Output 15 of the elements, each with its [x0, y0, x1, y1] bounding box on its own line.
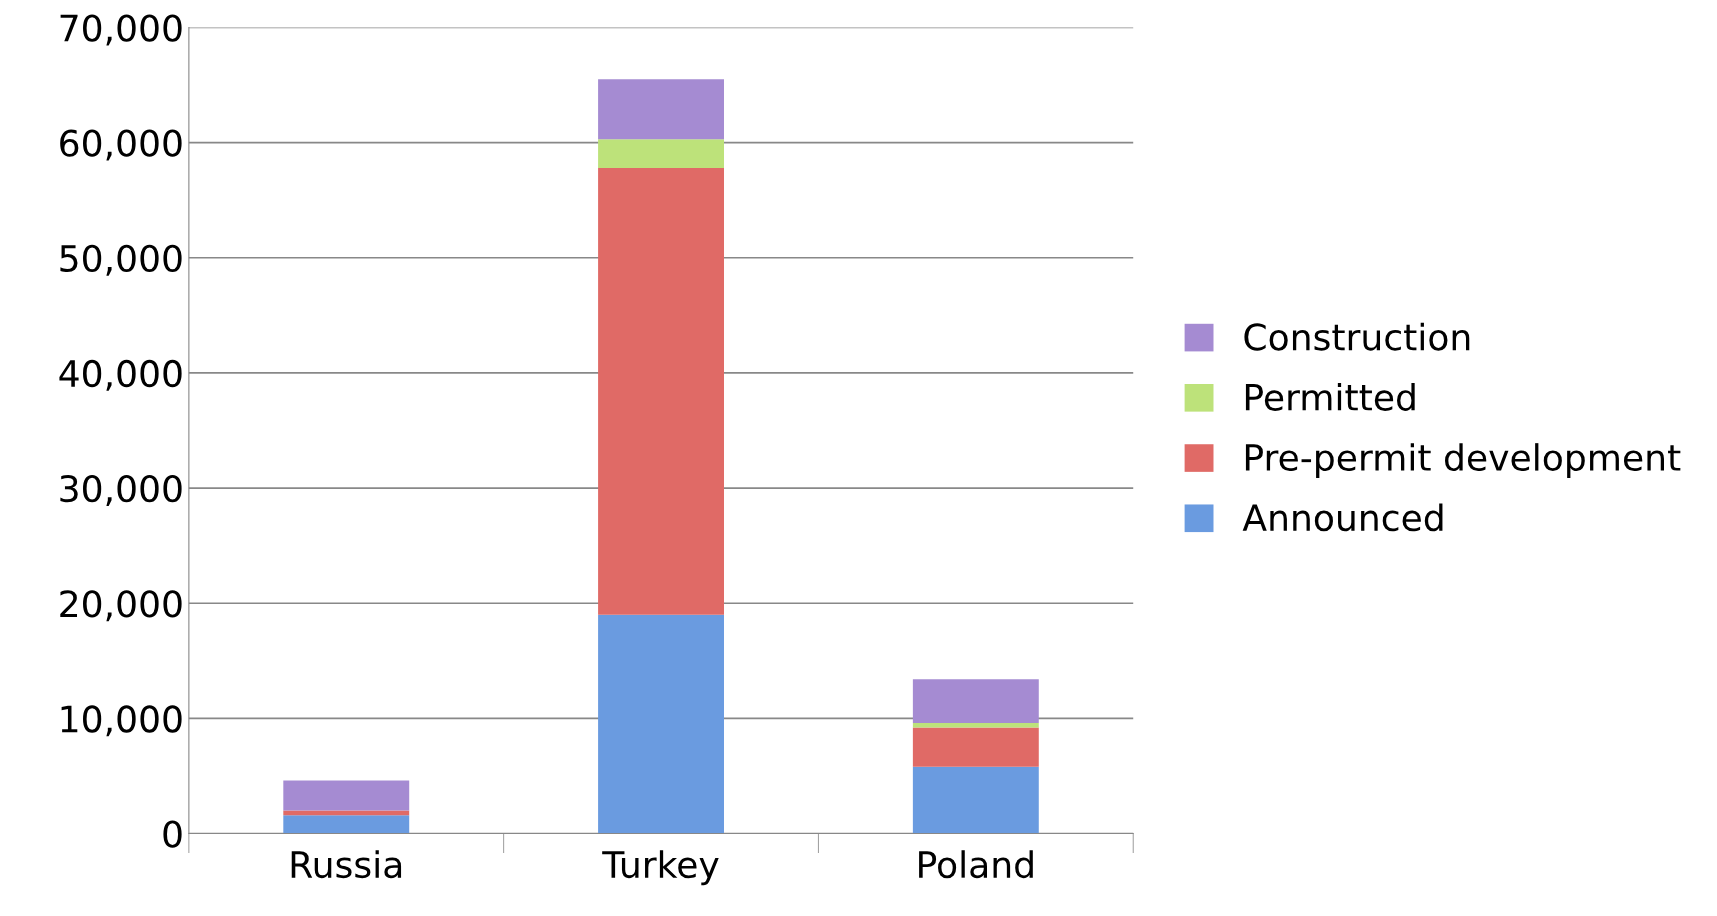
y-tick-label: 30,000 [60, 475, 182, 507]
legend-label: Pre-permit development [1245, 443, 1681, 479]
legend-label: Construction [1244, 322, 1470, 351]
legend-label: Permitted [1245, 382, 1415, 411]
y-tick-label: 40,000 [59, 359, 182, 391]
x-tick-label: Turkey [602, 850, 719, 886]
y-tick-label: 10,000 [61, 705, 182, 737]
legend-label: Announced [1242, 503, 1443, 532]
x-tick-label: Poland [919, 850, 1033, 879]
y-tick-label: 70,000 [60, 14, 182, 46]
y-tick-label: 0 [163, 820, 182, 848]
y-tick-label: 60,000 [60, 129, 182, 161]
y-tick-label: 50,000 [60, 244, 182, 276]
x-tick-label: Russia [291, 850, 402, 879]
y-tick-label: 20,000 [60, 590, 182, 622]
